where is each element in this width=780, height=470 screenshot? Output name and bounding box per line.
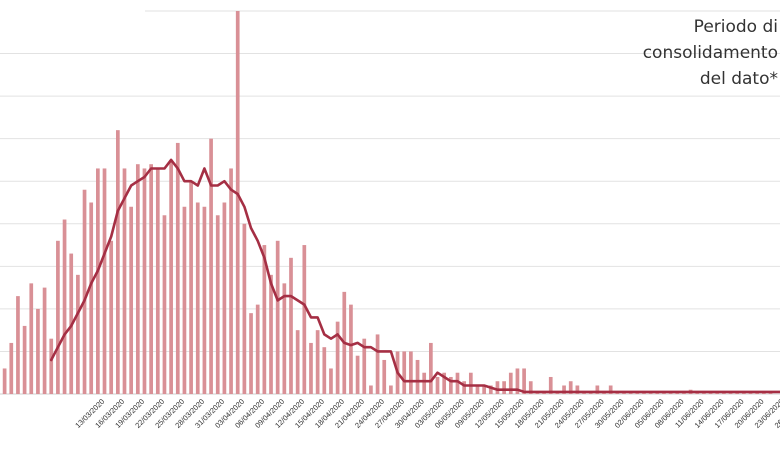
bar [282, 283, 287, 394]
bar [255, 304, 260, 394]
bar [202, 206, 207, 394]
bar [275, 240, 280, 394]
bar [242, 223, 247, 394]
annotation-line-2: consolidamento [642, 43, 778, 63]
bar [262, 245, 267, 394]
bar [155, 168, 160, 394]
bar [269, 274, 273, 394]
bar [142, 168, 147, 394]
bar [442, 372, 447, 394]
annotation-line-3: del dato* [699, 69, 778, 89]
bar [22, 325, 27, 394]
bar [295, 330, 300, 394]
bar [115, 130, 120, 394]
bar [96, 168, 100, 394]
bar [322, 347, 327, 394]
bar [175, 142, 180, 394]
bar [42, 287, 47, 394]
bar [488, 385, 493, 394]
bar [389, 385, 393, 394]
bar [448, 376, 453, 394]
line-series [49, 158, 780, 394]
bar [169, 159, 173, 394]
bar [462, 381, 467, 394]
bar [415, 359, 420, 394]
bar [135, 164, 140, 394]
bar [468, 372, 473, 394]
bar [129, 206, 134, 394]
bar [315, 330, 320, 394]
bar [349, 304, 353, 394]
bar [182, 206, 187, 394]
bar [482, 385, 486, 394]
bar [89, 202, 94, 394]
bar [595, 385, 600, 394]
bar [422, 372, 427, 394]
bar [215, 215, 220, 394]
moving-average-line [49, 158, 780, 394]
bar [76, 274, 80, 394]
bar [409, 351, 413, 394]
bar [2, 368, 7, 394]
bar [82, 189, 87, 394]
bar [369, 385, 373, 394]
bar [109, 240, 114, 394]
bar [56, 240, 60, 394]
bar [435, 376, 440, 394]
bar [568, 381, 573, 394]
bar [382, 359, 387, 394]
bar [548, 376, 553, 394]
bar [229, 168, 233, 394]
bar [402, 351, 407, 394]
bar [289, 257, 293, 394]
bar [222, 202, 227, 394]
bar [29, 283, 34, 394]
bar [608, 385, 613, 394]
bar [495, 381, 500, 394]
bar [475, 385, 480, 394]
bar [429, 342, 433, 394]
bar [562, 385, 566, 394]
annotation-line-1: Periodo di [693, 17, 778, 37]
bar [62, 219, 67, 394]
bar [355, 355, 360, 394]
bar [195, 202, 200, 394]
bar [149, 164, 153, 394]
bar [302, 245, 307, 394]
bar [528, 381, 533, 394]
bar [335, 321, 340, 394]
bar [162, 215, 167, 394]
bar [209, 138, 213, 394]
bar [309, 342, 313, 394]
bar [9, 342, 14, 394]
bar [122, 168, 127, 394]
bar [249, 313, 253, 394]
consolidation-annotation: Periodo di consolidamento del dato* [538, 14, 778, 92]
bar [455, 372, 460, 394]
bar [522, 368, 526, 394]
bar [329, 368, 333, 394]
bar [508, 372, 513, 394]
x-axis-tick-labels: 13/03/202016/03/202019/03/202022/03/2020… [73, 397, 780, 430]
bar [515, 368, 520, 394]
bar [189, 181, 193, 394]
bar [502, 381, 506, 394]
bar [49, 338, 54, 394]
bar [235, 11, 240, 394]
bar [362, 338, 367, 394]
bar [102, 168, 107, 394]
bar [16, 296, 20, 394]
bar [375, 334, 380, 394]
bar [36, 308, 40, 394]
bar [575, 385, 580, 394]
